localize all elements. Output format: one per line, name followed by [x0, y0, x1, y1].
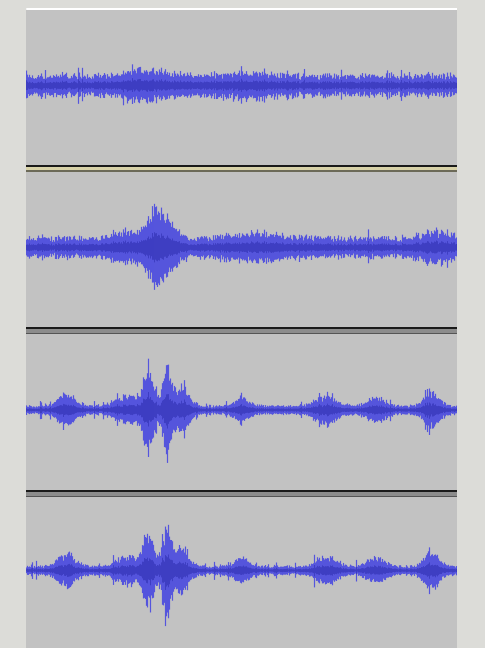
track-separator-3[interactable]: [26, 490, 457, 497]
waveform-track-4: [26, 524, 457, 627]
audio-track-1[interactable]: [26, 10, 457, 165]
waveform-samples: [26, 203, 457, 290]
waveform-samples: [26, 358, 457, 463]
track-separator-1[interactable]: [26, 165, 457, 172]
waveform-samples: [26, 64, 457, 106]
track-separator-2[interactable]: [26, 327, 457, 334]
audio-track-4[interactable]: [26, 497, 457, 648]
waveform-track-2: [26, 203, 457, 290]
audio-track-2[interactable]: [26, 172, 457, 327]
audio-track-3[interactable]: [26, 334, 457, 490]
waveform-samples: [26, 524, 457, 627]
waveform-track-3: [26, 358, 457, 463]
waveform-track-1: [26, 64, 457, 106]
